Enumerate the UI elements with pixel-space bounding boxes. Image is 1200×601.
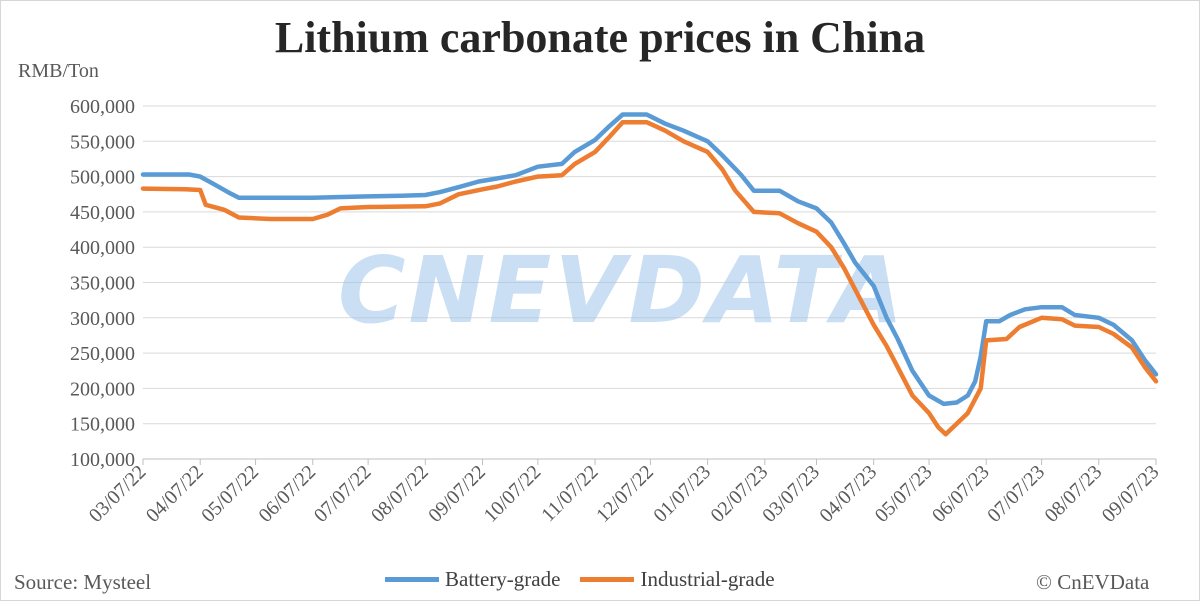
x-tick-label: 11/07/22: [537, 461, 602, 526]
watermark-text: CNEVDATA: [338, 237, 906, 344]
series-line-industrial-grade: [140, 119, 1159, 437]
legend-swatch-industrial-grade: [580, 576, 635, 582]
y-tick-label: 550,000: [70, 131, 135, 153]
legend-item-industrial-grade: Industrial-grade: [580, 566, 775, 592]
legend-swatch-battery-grade: [385, 576, 439, 582]
y-tick-label: 100,000: [70, 449, 135, 471]
y-tick-label: 300,000: [70, 308, 135, 330]
x-tick-label: 08/07/22: [367, 461, 433, 527]
x-tick-label: 05/07/22: [197, 461, 263, 527]
x-tick-label: 01/07/23: [649, 461, 715, 527]
x-tick-label: 06/07/23: [928, 461, 994, 527]
x-tick-label: 12/07/22: [592, 461, 658, 527]
y-tick-label: 600,000: [70, 96, 135, 118]
x-tick-label: 09/07/22: [424, 461, 490, 527]
x-tick-label: 10/07/22: [480, 461, 546, 527]
y-tick-label: 200,000: [70, 378, 135, 400]
x-tick-label: 07/07/23: [983, 461, 1049, 527]
y-tick-label: 150,000: [70, 414, 135, 436]
x-tick-label: 09/07/23: [1098, 461, 1164, 527]
x-tick-label: 07/07/22: [310, 461, 376, 527]
y-tick-label: 350,000: [70, 273, 135, 295]
series-line-battery-grade: [140, 112, 1159, 407]
copyright-note: © CnEVData: [1036, 570, 1150, 594]
x-tick-label: 04/07/22: [142, 461, 208, 527]
legend-label-battery-grade: Battery-grade: [445, 566, 561, 591]
x-tick-label: 06/07/22: [254, 461, 320, 527]
x-tick-label: 03/07/23: [758, 461, 824, 527]
y-tick-label: 450,000: [70, 202, 135, 224]
legend-item-battery-grade: Battery-grade: [385, 567, 560, 592]
source-note: Source: Mysteel: [14, 570, 152, 594]
chart-title: Lithium carbonate prices in China: [274, 13, 926, 62]
y-tick-label: 250,000: [70, 343, 135, 365]
y-tick-label: 400,000: [70, 237, 135, 259]
x-tick-label: 05/07/23: [871, 461, 937, 527]
x-tick-label: 08/07/23: [1040, 461, 1106, 527]
y-tick-label: 500,000: [70, 167, 135, 189]
y-axis-unit-label: RMB/Ton: [18, 60, 99, 82]
x-tick-label: 04/07/23: [815, 461, 881, 527]
series-lines: [140, 112, 1159, 437]
legend-label-industrial-grade: Industrial-grade: [640, 566, 775, 591]
legend: Battery-grade Industrial-grade: [385, 566, 795, 592]
